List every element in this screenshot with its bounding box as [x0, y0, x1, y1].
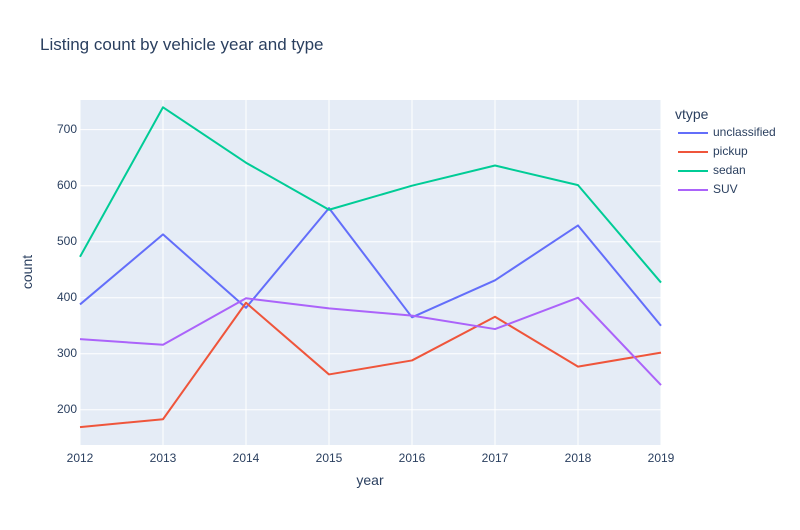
- series-line-sedan: [79, 106, 662, 284]
- legend-label: pickup: [713, 144, 748, 158]
- y-tick-label: 300: [57, 346, 77, 360]
- x-tick-label: 2019: [648, 451, 675, 465]
- legend: vtype unclassified pickup sedan SUV: [675, 106, 776, 196]
- x-tick-label: 2012: [67, 451, 94, 465]
- x-tick-label: 2013: [150, 451, 177, 465]
- chart-title: Listing count by vehicle year and type: [40, 35, 324, 54]
- legend-item-pickup[interactable]: pickup: [678, 144, 748, 158]
- series-line-pickup: [79, 301, 662, 429]
- legend-label: sedan: [713, 163, 746, 177]
- legend-label: unclassified: [713, 125, 776, 139]
- y-axis-label: count: [19, 255, 35, 289]
- legend-item-suv[interactable]: SUV: [678, 182, 738, 196]
- x-tick-label: 2018: [565, 451, 592, 465]
- legend-item-sedan[interactable]: sedan: [678, 163, 746, 177]
- y-tick-label: 500: [57, 234, 77, 248]
- x-axis-ticks: 2012 2013 2014 2015 2016 2017 2018 2019: [67, 451, 675, 465]
- x-tick-label: 2017: [482, 451, 509, 465]
- y-tick-label: 200: [57, 402, 77, 416]
- x-tick-label: 2016: [399, 451, 426, 465]
- legend-label: SUV: [713, 182, 738, 196]
- plot-area: [80, 100, 661, 445]
- y-tick-label: 700: [57, 122, 77, 136]
- x-axis-label: year: [356, 472, 384, 488]
- series-line-suv: [79, 296, 662, 386]
- legend-item-unclassified[interactable]: unclassified: [678, 125, 776, 139]
- y-axis-ticks: 200 300 400 500 600 700: [57, 122, 77, 416]
- legend-items: unclassified pickup sedan SUV: [678, 125, 776, 196]
- x-tick-label: 2014: [233, 451, 260, 465]
- x-tick-label: 2015: [316, 451, 343, 465]
- legend-title: vtype: [675, 106, 709, 122]
- series-line-unclassified: [79, 207, 662, 327]
- y-tick-label: 600: [57, 178, 77, 192]
- y-tick-label: 400: [57, 290, 77, 304]
- grid-lines: [79, 100, 662, 445]
- series-lines: [79, 106, 662, 429]
